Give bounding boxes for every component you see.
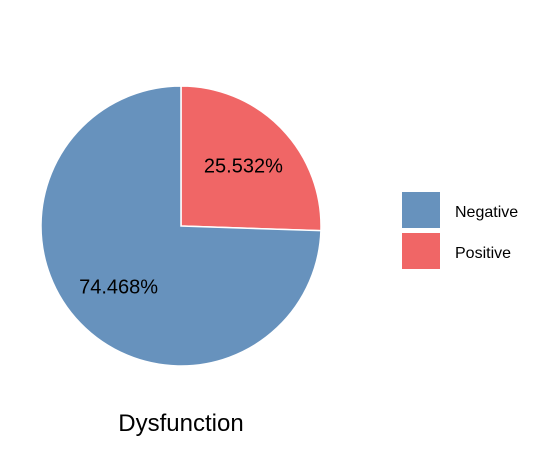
pie-slice-positive [180, 85, 322, 232]
pie-slices [40, 85, 322, 367]
legend-swatch-positive [400, 231, 442, 271]
pie-data-labels: 25.532% 74.468% [79, 156, 283, 299]
data-label-positive: 25.532% [204, 156, 283, 178]
legend: Negative Positive [400, 190, 518, 271]
x-axis-label: Dysfunction [118, 410, 243, 437]
pie-slice-negative [40, 85, 322, 367]
legend-swatch-negative [400, 190, 442, 230]
legend-label-negative: Negative [455, 204, 518, 221]
legend-label-positive: Positive [455, 245, 511, 262]
data-label-negative: 74.468% [79, 276, 158, 298]
